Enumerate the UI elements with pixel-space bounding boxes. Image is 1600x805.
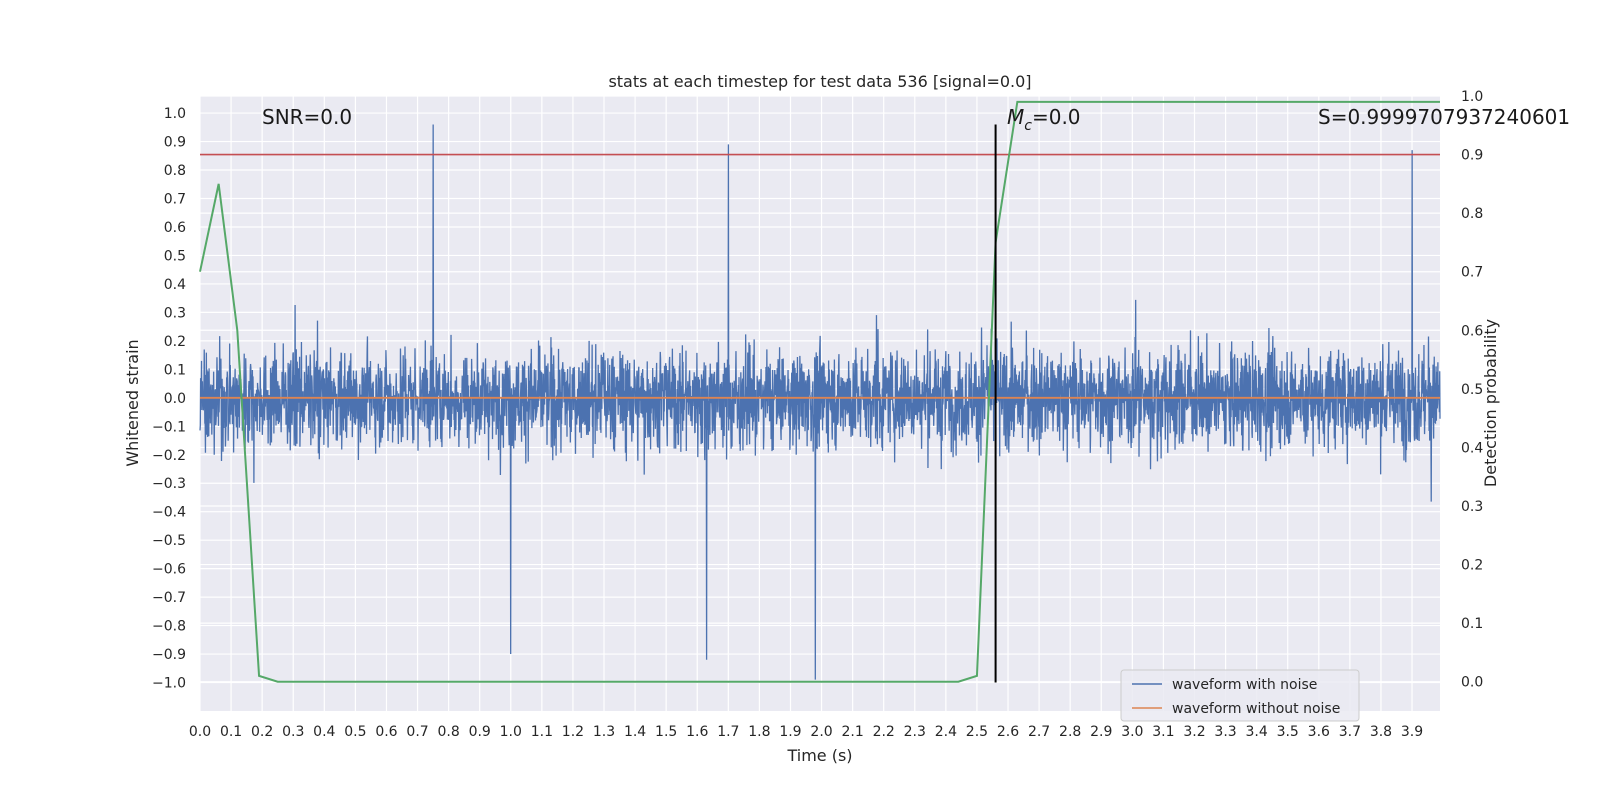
x-tick-label: 3.8 <box>1370 724 1392 740</box>
series-line-waveform-with-noise <box>199 124 1441 680</box>
s-annotation: S=0.9999707937240601 <box>1318 105 1570 129</box>
x-tick-label: 2.3 <box>904 724 926 740</box>
x-tick-label: 3.1 <box>1152 724 1174 740</box>
y-left-tick-label: 0.5 <box>164 248 186 264</box>
y-left-tick-label: 0.1 <box>164 362 186 378</box>
y-right-tick-label: 0.0 <box>1461 675 1483 691</box>
y-left-tick-label: −0.4 <box>152 505 186 521</box>
y-left-tick-label: 0.6 <box>164 220 186 236</box>
x-tick-label: 0.2 <box>251 724 273 740</box>
series-layer <box>199 100 1441 683</box>
y-left-tick-label: −0.3 <box>152 476 186 492</box>
y-left-tick-label: −0.8 <box>152 619 186 635</box>
x-tick-label: 2.5 <box>966 724 988 740</box>
x-tick-label: 0.0 <box>189 724 211 740</box>
y-left-tick-label: 0.2 <box>164 334 186 350</box>
snr-annotation: SNR=0.0 <box>262 105 352 129</box>
mc-subscript: c <box>1024 118 1032 134</box>
x-tick-label: 1.1 <box>531 724 553 740</box>
x-tick-label: 1.2 <box>562 724 584 740</box>
x-tick-label: 2.8 <box>1059 724 1081 740</box>
tick-layer: 0.0 0.1 0.2 0.3 0.4 0.5 0.6 0.7 0.8 0.9 1.0 1.1 1.2 1… <box>152 89 1483 740</box>
x-tick-label: 1.0 <box>500 724 522 740</box>
x-tick-label: 3.0 <box>1121 724 1143 740</box>
y-axis-label-right: Detection probability <box>1481 319 1500 487</box>
x-tick-label: 2.9 <box>1090 724 1112 740</box>
x-tick-label: 2.6 <box>997 724 1019 740</box>
x-tick-label: 2.4 <box>935 724 957 740</box>
mc-symbol: M <box>1007 105 1024 129</box>
y-right-tick-label: 0.2 <box>1461 558 1483 574</box>
y-right-tick-label: 0.6 <box>1461 323 1483 339</box>
y-right-tick-label: 0.8 <box>1461 206 1483 222</box>
x-tick-label: 1.8 <box>748 724 770 740</box>
y-right-tick-label: 0.1 <box>1461 616 1483 632</box>
y-left-tick-label: −0.5 <box>152 533 186 549</box>
x-tick-label: 3.4 <box>1246 724 1268 740</box>
x-tick-label: 1.9 <box>779 724 801 740</box>
y-left-tick-label: 0.0 <box>164 391 186 407</box>
legend-box <box>1120 669 1360 722</box>
y-right-tick-label: 0.7 <box>1461 265 1483 281</box>
x-tick-label: 1.7 <box>717 724 739 740</box>
x-tick-label: 2.1 <box>841 724 863 740</box>
x-tick-label: 3.5 <box>1277 724 1299 740</box>
x-tick-label: 0.8 <box>437 724 459 740</box>
x-tick-label: 3.7 <box>1339 724 1361 740</box>
y-right-tick-label: 0.5 <box>1461 382 1483 398</box>
x-tick-label: 0.6 <box>375 724 397 740</box>
x-tick-label: 0.5 <box>344 724 366 740</box>
y-left-tick-label: 1.0 <box>164 106 186 122</box>
chart-title: stats at each timestep for test data 536… <box>608 72 1031 91</box>
series-line-detection-probability <box>199 100 1440 683</box>
svg-text:Mc=0.0: Mc=0.0 <box>1007 105 1081 134</box>
legend: waveform with noise waveform without noi… <box>1120 669 1360 722</box>
x-tick-label: 1.4 <box>624 724 646 740</box>
x-tick-label: 2.0 <box>810 724 832 740</box>
x-tick-label: 2.2 <box>873 724 895 740</box>
x-tick-label: 3.6 <box>1308 724 1330 740</box>
y-right-tick-label: 0.9 <box>1461 148 1483 164</box>
y-left-tick-label: −0.2 <box>152 448 186 464</box>
legend-label-clean: waveform without noise <box>1172 701 1340 717</box>
x-tick-label: 2.7 <box>1028 724 1050 740</box>
y-left-tick-label: −0.6 <box>152 562 186 578</box>
mc-annotation: Mc=0.0 <box>1007 105 1081 134</box>
x-tick-label: 0.1 <box>220 724 242 740</box>
x-tick-label: 0.7 <box>406 724 428 740</box>
y-left-tick-label: 0.9 <box>164 135 186 151</box>
y-left-tick-label: −1.0 <box>152 676 186 692</box>
y-right-tick-label: 0.4 <box>1461 440 1483 456</box>
x-tick-label: 0.9 <box>469 724 491 740</box>
mc-value: =0.0 <box>1032 105 1081 129</box>
x-tick-label: 3.3 <box>1214 724 1236 740</box>
x-tick-label: 1.6 <box>686 724 708 740</box>
x-tick-label: 1.3 <box>593 724 615 740</box>
y-right-tick-label: 0.3 <box>1461 499 1483 515</box>
y-right-tick-label: 1.0 <box>1461 89 1483 105</box>
y-left-tick-label: −0.1 <box>152 419 186 435</box>
y-left-tick-label: 0.4 <box>164 277 186 293</box>
legend-label-noise: waveform with noise <box>1172 677 1317 693</box>
y-left-tick-label: 0.3 <box>164 305 186 321</box>
x-tick-label: 0.4 <box>313 724 335 740</box>
y-left-tick-label: −0.9 <box>152 647 186 663</box>
x-tick-label: 3.9 <box>1401 724 1423 740</box>
y-left-tick-label: 0.8 <box>164 163 186 179</box>
y-axis-label-left: Whitened strain <box>123 339 142 466</box>
y-left-tick-label: 0.7 <box>164 192 186 208</box>
x-tick-label: 3.2 <box>1183 724 1205 740</box>
y-left-tick-label: −0.7 <box>152 590 186 606</box>
x-axis-label: Time (s) <box>786 746 852 765</box>
x-tick-label: 1.5 <box>655 724 677 740</box>
x-tick-label: 0.3 <box>282 724 304 740</box>
